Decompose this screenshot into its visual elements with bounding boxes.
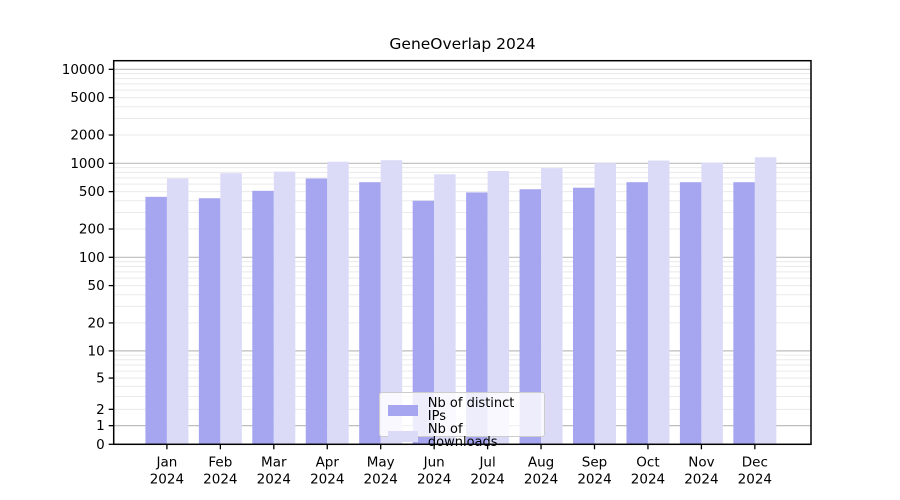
chart-title: GeneOverlap 2024: [389, 35, 536, 53]
bar-distinct-ips-sep: [573, 187, 595, 445]
y-tick-label: 10: [88, 343, 105, 359]
x-tick-label-month: Dec: [742, 454, 768, 470]
bar-distinct-ips-nov: [679, 182, 702, 445]
y-tick-label: 2000: [70, 128, 104, 144]
x-tick-label-month: Aug: [528, 454, 554, 470]
y-tick-label: 2: [96, 402, 105, 418]
bar-distinct-ips-aug: [519, 189, 542, 445]
x-tick-label-year: 2024: [738, 471, 772, 487]
y-tick-label: 20: [88, 315, 105, 331]
bar-distinct-ips-jan: [145, 196, 167, 445]
x-tick-label-year: 2024: [524, 471, 558, 487]
x-tick-label-month: Jul: [478, 454, 495, 470]
y-tick-label: 100: [79, 250, 105, 266]
legend-item-distinct-ips: Nb of distinct IPs: [388, 397, 536, 423]
bar-downloads-oct: [647, 160, 670, 445]
y-tick-label: 0: [96, 437, 105, 453]
y-tick-label: 50: [88, 278, 105, 294]
x-tick-label-month: May: [367, 454, 395, 470]
bar-downloads-jul: [487, 170, 510, 445]
legend: Nb of distinct IPs Nb of downloads: [379, 392, 545, 449]
x-tick-label-year: 2024: [417, 471, 451, 487]
bar-downloads-aug: [541, 168, 563, 445]
bar-distinct-ips-may: [359, 182, 381, 445]
x-tick-label-month: Jan: [155, 454, 177, 470]
bar-distinct-ips-oct: [626, 182, 648, 445]
x-tick-label-year: 2024: [150, 471, 184, 487]
legend-label-downloads: Nb of downloads: [427, 422, 498, 450]
bar-downloads-jun: [434, 174, 456, 445]
x-tick-label-month: Mar: [261, 454, 287, 470]
x-tick-label-year: 2024: [470, 471, 504, 487]
legend-swatch-distinct-ips: [388, 404, 418, 416]
y-tick-label: 5000: [70, 90, 104, 106]
x-tick-label-month: Sep: [582, 454, 607, 470]
bar-downloads-mar: [273, 171, 296, 445]
x-tick-label-month: Apr: [316, 454, 340, 470]
bar-distinct-ips-jul: [466, 192, 488, 445]
y-tick-label: 5: [96, 371, 105, 387]
bar-distinct-ips-apr: [305, 178, 328, 445]
legend-swatch-downloads: [388, 430, 418, 442]
x-tick-label-year: 2024: [684, 471, 718, 487]
bar-downloads-dec: [754, 157, 777, 445]
x-tick-label-month: Feb: [208, 454, 232, 470]
bar-distinct-ips-feb: [198, 198, 221, 445]
bar-downloads-jan: [166, 178, 189, 445]
y-tick-label: 1000: [70, 156, 104, 172]
x-tick-label-month: Oct: [636, 454, 659, 470]
x-tick-label-year: 2024: [631, 471, 665, 487]
x-tick-label-month: Jun: [423, 454, 445, 470]
bar-downloads-feb: [220, 173, 242, 445]
y-tick-label: 10000: [62, 62, 105, 78]
bar-downloads-nov: [701, 162, 723, 445]
bar-distinct-ips-mar: [252, 190, 274, 445]
bar-distinct-ips-dec: [733, 182, 755, 445]
bar-downloads-apr: [327, 161, 349, 445]
x-tick-label-year: 2024: [310, 471, 344, 487]
x-tick-label-year: 2024: [364, 471, 398, 487]
x-tick-label-year: 2024: [257, 471, 291, 487]
x-tick-label-year: 2024: [203, 471, 237, 487]
y-tick-label: 500: [79, 184, 105, 200]
legend-item-downloads: Nb of downloads: [388, 423, 536, 449]
y-tick-label: 200: [79, 222, 105, 238]
bar-downloads-sep: [594, 163, 616, 445]
legend-label-distinct-ips: Nb of distinct IPs: [427, 396, 515, 424]
y-tick-label: 1: [96, 418, 105, 434]
bar-distinct-ips-jun: [412, 200, 435, 445]
bar-downloads-may: [380, 160, 403, 445]
x-tick-label-year: 2024: [577, 471, 611, 487]
x-tick-label-month: Nov: [688, 454, 714, 470]
axes-spines: [112, 59, 812, 446]
